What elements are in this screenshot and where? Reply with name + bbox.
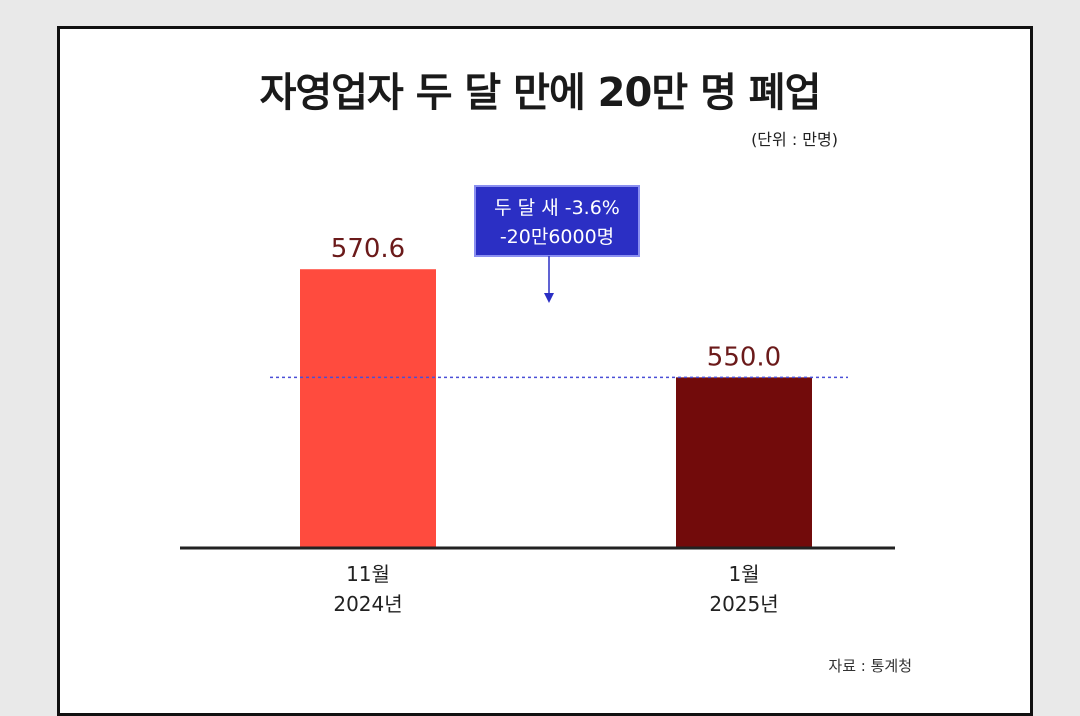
bar-value-label-1: 570.6 <box>331 234 405 264</box>
unit-label: (단위 : 만명) <box>751 130 838 149</box>
callout-pointer-arrow-icon <box>544 293 554 303</box>
bar-1 <box>300 269 436 548</box>
chart-title: 자영업자 두 달 만에 20만 명 폐업 <box>259 70 822 116</box>
x-tick-label-1-2: 2024년 <box>333 592 402 616</box>
bar-2 <box>676 377 812 548</box>
x-tick-label-2-1: 1월 <box>728 562 759 586</box>
change-callout: 두 달 새 -3.6% -20만6000명 <box>474 185 640 303</box>
bars-layer: 570.6 550.0 <box>300 234 812 548</box>
x-tick-label-1-1: 11월 <box>346 562 390 586</box>
bar-chart: 570.6 550.0 11월 2024년 1월 2025년 두 달 새 -3.6% -… <box>180 185 895 616</box>
tick-labels-layer: 11월 2024년 1월 2025년 <box>333 562 778 616</box>
chart-panel <box>57 26 1033 716</box>
source-label: 자료 : 통계청 <box>828 657 912 675</box>
chart-stage: 자영업자 두 달 만에 20만 명 폐업 (단위 : 만명) 570.6 550.… <box>57 26 1033 716</box>
x-tick-label-2-2: 2025년 <box>709 592 778 616</box>
callout-box <box>474 185 640 257</box>
callout-line-1: 두 달 새 -3.6% <box>494 197 620 219</box>
bar-value-label-2: 550.0 <box>707 342 781 372</box>
callout-line-2: -20만6000명 <box>500 226 614 248</box>
